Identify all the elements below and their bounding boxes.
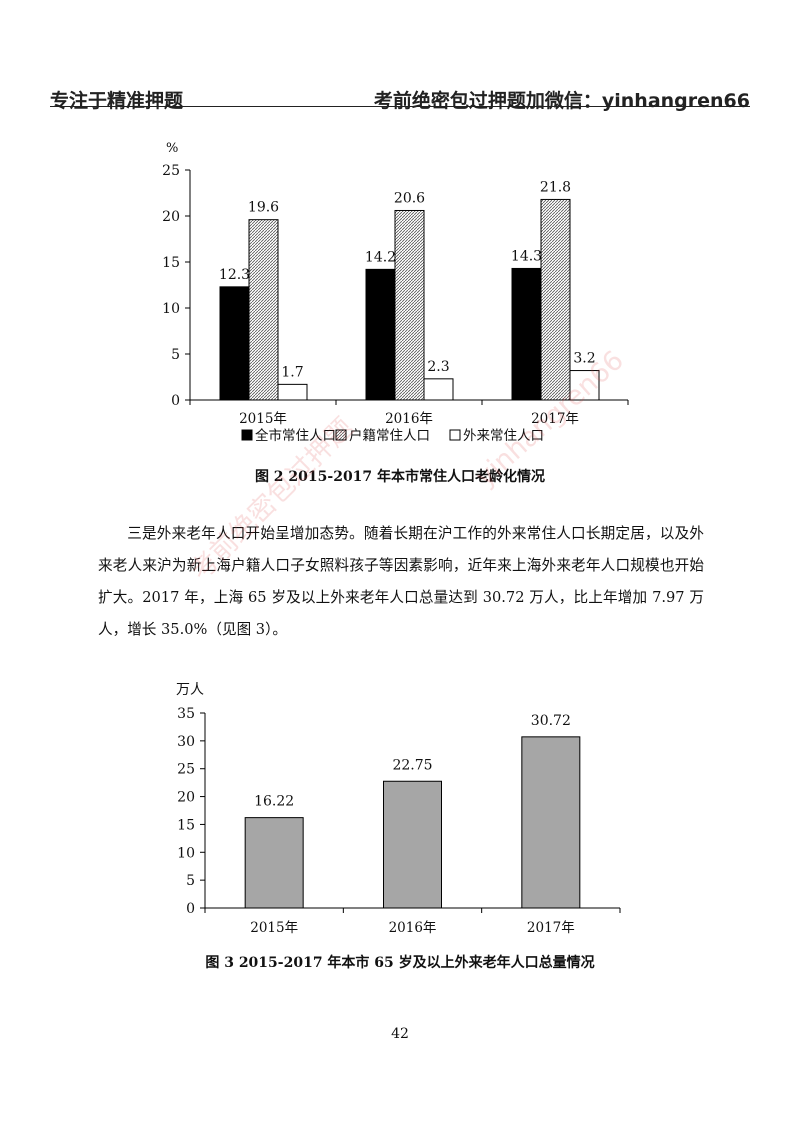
y-tick-label: 15 [177,817,195,833]
bar [244,817,304,909]
bar-hollow [423,378,454,401]
legend-label: 户籍常住人口 [349,427,430,444]
y-tick-label: 25 [177,762,195,778]
y-tick-label: 5 [186,873,195,889]
header-rule [50,106,750,107]
y-tick-label: 15 [162,255,180,271]
figure-2-chart: % 0 5 10 15 20 25 12.3 19.6 1.7 2015年 14.2 20.6 2.3 20… [162,141,629,444]
x-tick-label: 2017年 [527,920,575,936]
bar-solid [365,268,396,401]
bar-solid [219,286,250,401]
legend-swatch [449,429,461,441]
data-label: 19.6 [248,200,279,216]
x-tick-label: 2015年 [250,920,298,936]
y-unit-label: % [166,141,178,156]
header-right-text: 考前绝密包过押题加微信：yinhangren66 [373,90,750,112]
bar-solid [511,267,542,401]
data-label: 16.22 [254,794,294,810]
legend-label: 全市常住人口 [255,427,336,444]
y-tick-label: 25 [162,163,180,179]
data-label: 21.8 [540,179,571,195]
bar [521,736,581,909]
y-tick-label: 0 [186,901,195,917]
data-label: 22.75 [392,757,432,773]
bar-hatched [540,198,571,401]
bar [383,780,442,909]
bar-hatched [248,219,279,401]
data-label: 20.6 [394,190,425,206]
figure-2-caption: 图 2 2015-2017 年本市常住人口老龄化情况 [254,469,546,485]
y-tick-label: 20 [162,209,180,225]
page-number: 42 [391,1026,409,1042]
y-tick-label: 30 [177,734,195,750]
bar-hollow [569,370,600,401]
figure-3-caption: 图 3 2015-2017 年本市 65 岁及以上外来老年人口总量情况 [205,955,595,971]
y-tick-label: 5 [171,347,180,363]
figure-3-chart: 万人 0 5 10 15 20 25 30 35 16.22 2015年 22.75 2016年 30.7… [176,682,621,936]
data-label: 2.3 [427,359,449,375]
y-tick-label: 35 [177,706,195,722]
bar-hollow [277,383,308,401]
x-tick-label: 2016年 [385,411,433,427]
y-tick-label: 10 [177,845,195,861]
paragraph-text: 三是外来老年人口开始呈增加态势。随着长期在沪工作的外来常住人口长期定居，以及外来… [98,525,704,638]
data-label: 14.3 [511,248,542,264]
y-tick-label: 0 [171,393,180,409]
y-unit-label: 万人 [176,682,204,698]
header-left-text: 专注于精准押题 [50,90,184,112]
legend-label: 外来常住人口 [463,428,544,444]
data-label: 3.2 [573,351,595,367]
body-paragraph: 三是外来老年人口开始呈增加态势。随着长期在沪工作的外来常住人口长期定居，以及外来… [98,518,704,646]
data-label: 30.72 [531,713,571,729]
data-label: 1.7 [281,364,303,380]
x-tick-label: 2016年 [389,920,437,936]
data-label: 14.2 [365,249,396,265]
x-tick-label: 2017年 [531,411,579,427]
y-tick-label: 20 [177,790,195,806]
legend-swatch [241,429,253,441]
data-label: 12.3 [219,267,250,283]
legend-swatch [335,429,347,441]
x-tick-label: 2015年 [239,411,287,427]
y-tick-label: 10 [162,301,180,317]
bar-hatched [394,209,425,401]
